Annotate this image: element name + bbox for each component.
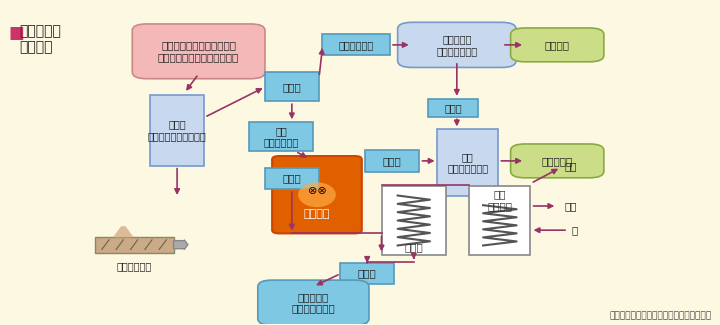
FancyBboxPatch shape [341,263,394,284]
Text: 加熱炉: 加熱炉 [405,242,423,252]
Text: ■: ■ [9,24,24,42]
FancyBboxPatch shape [469,186,531,255]
Text: ⊗⊗: ⊗⊗ [307,187,326,197]
Text: 生成物: 生成物 [383,156,402,166]
Text: 蒸気: 蒸気 [564,201,577,211]
FancyArrow shape [174,240,188,250]
FancyBboxPatch shape [437,129,498,196]
FancyBboxPatch shape [382,186,446,255]
Text: 残渣搬出・
エネルギー回収: 残渣搬出・ エネルギー回収 [292,292,336,314]
Text: 水: 水 [572,225,578,235]
Text: 出典：（一社）プラスチック循環利用協会: 出典：（一社）プラスチック循環利用協会 [609,311,711,320]
FancyBboxPatch shape [365,150,419,172]
Text: 排ガス: 排ガス [444,103,462,113]
Text: 油化技術の
フロー図: 油化技術の フロー図 [19,24,61,54]
Text: 塩化水素ガス: 塩化水素ガス [339,40,374,50]
FancyBboxPatch shape [265,72,319,101]
Text: 前処理
（粉砕・分離・分別）: 前処理 （粉砕・分離・分別） [148,120,207,141]
FancyBboxPatch shape [249,122,313,151]
Text: 残　渣: 残 渣 [358,269,377,279]
Ellipse shape [298,182,336,207]
FancyBboxPatch shape [510,28,604,62]
FancyBboxPatch shape [510,144,604,178]
FancyBboxPatch shape [265,168,319,189]
Text: 排熱
ボイラー: 排熱 ボイラー [487,189,513,211]
Text: 冷却
（生成油回収）: 冷却 （生成油回収） [447,152,488,173]
FancyBboxPatch shape [397,22,516,68]
FancyBboxPatch shape [428,99,478,117]
FancyBboxPatch shape [132,24,265,79]
Text: 家庭からの廃プラスチック
（各種プラスチック混合物）: 家庭からの廃プラスチック （各種プラスチック混合物） [158,41,239,62]
FancyBboxPatch shape [150,95,204,166]
Text: 発電: 発電 [564,161,577,171]
FancyBboxPatch shape [94,237,174,253]
FancyBboxPatch shape [323,34,390,55]
Polygon shape [114,227,132,237]
Text: 熱分解槽: 熱分解槽 [304,209,330,219]
FancyBboxPatch shape [272,156,361,233]
Text: 脱塩化水素機: 脱塩化水素機 [117,261,152,271]
Text: 残　渣: 残 渣 [282,174,301,184]
Text: 排ガス燃焼
塩酸濃縮・回収: 排ガス燃焼 塩酸濃縮・回収 [436,34,477,56]
FancyBboxPatch shape [258,280,369,325]
Text: 回収塩酸: 回収塩酸 [545,40,570,50]
Text: 脱気槽: 脱気槽 [282,82,301,92]
Text: 良質生成油: 良質生成油 [541,156,573,166]
Text: 溶融
プラスチック: 溶融 プラスチック [264,126,299,148]
